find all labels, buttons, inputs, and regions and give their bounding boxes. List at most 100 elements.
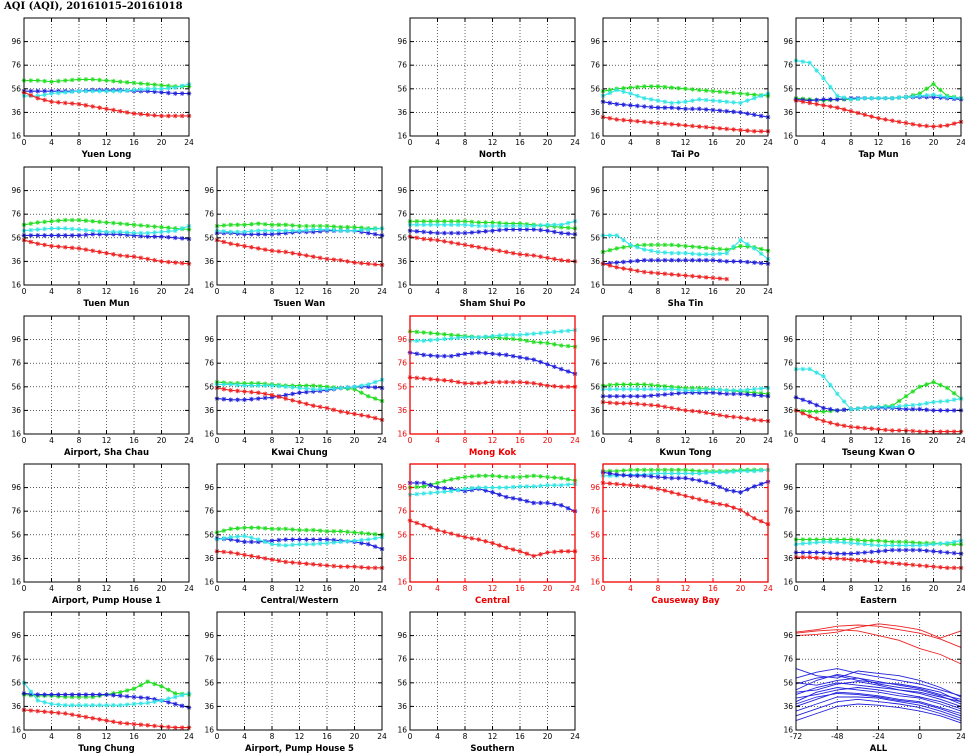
series-point-cyan (662, 99, 668, 105)
series-point-cyan (56, 702, 61, 707)
y-tick-label: 76 (783, 359, 793, 368)
series-point-cyan (931, 92, 936, 97)
series-point-green (338, 528, 344, 534)
series-point-cyan (841, 399, 847, 404)
x-tick-label: 4 (628, 138, 633, 147)
series-point-green (862, 538, 868, 543)
series-point-green (510, 221, 516, 226)
series-point-cyan (683, 99, 688, 105)
panel-title: Causeway Bay (651, 596, 720, 606)
series-point-green (662, 383, 668, 389)
series-point-red (228, 388, 234, 393)
series-point-blue (641, 104, 647, 109)
series-point-cyan (565, 220, 571, 226)
series-point-red (745, 511, 750, 517)
plot-frame (23, 166, 190, 286)
series-point-red (310, 254, 316, 259)
series-point-cyan (910, 94, 916, 99)
series-point-green (372, 531, 378, 537)
series-line-blue (795, 703, 962, 724)
series-point-blue (738, 490, 743, 495)
series-point-blue (758, 481, 764, 487)
series-point-red (117, 108, 123, 114)
x-tick-label: 24 (956, 138, 965, 147)
series-point-red (159, 259, 164, 264)
series-point-red (924, 123, 929, 129)
series-point-blue (896, 547, 902, 553)
y-tick-label: 96 (783, 37, 793, 46)
series-point-green (552, 475, 557, 480)
y-tick-label: 36 (397, 257, 407, 266)
x-tick-label: 4 (435, 287, 440, 296)
series-point-green (917, 540, 923, 546)
x-tick-label: 4 (49, 287, 54, 296)
series-point-blue (710, 390, 716, 395)
series-point-blue (372, 544, 378, 549)
series-point-green (290, 223, 295, 228)
series-point-blue (524, 356, 530, 361)
series-point-green (641, 242, 647, 248)
series-point-blue (710, 481, 716, 487)
series-point-green (669, 384, 675, 390)
series-point-red (538, 551, 543, 557)
series-point-red (242, 552, 247, 558)
series-point-red (249, 389, 254, 395)
series-point-red (503, 249, 509, 255)
series-point-blue (538, 359, 543, 365)
series-point-blue (269, 395, 275, 400)
series-point-blue (455, 352, 461, 358)
plot-frame (23, 463, 190, 583)
series-point-cyan (138, 87, 144, 92)
series-point-green (235, 222, 240, 228)
series-point-cyan (455, 487, 461, 493)
y-tick-label: 56 (204, 233, 214, 242)
x-tick-label: 20 (350, 584, 360, 593)
series-point-green (324, 223, 330, 229)
series-point-cyan (159, 698, 164, 703)
series-point-cyan (862, 95, 868, 101)
series-point-green (255, 525, 261, 531)
x-tick-label: 16 (129, 732, 139, 741)
series-point-red (138, 111, 144, 117)
series-point-cyan (607, 90, 613, 96)
series-point-blue (28, 88, 34, 94)
series-point-green (304, 527, 309, 533)
series-point-red (524, 252, 530, 258)
x-tick-label: 8 (463, 287, 468, 296)
series-point-red (221, 386, 227, 392)
series-point-red (944, 565, 950, 571)
x-tick-label: 16 (708, 584, 718, 593)
series-point-red (262, 556, 268, 561)
series-point-cyan (538, 483, 543, 489)
series-point-blue (607, 393, 613, 399)
y-tick-label: 36 (11, 257, 21, 266)
series-point-cyan (159, 86, 164, 92)
series-point-red (731, 505, 736, 510)
series-point-cyan (924, 92, 929, 98)
series-point-green (111, 220, 116, 226)
series-point-green (917, 384, 923, 390)
y-tick-label: 96 (11, 37, 21, 46)
series-point-red (690, 495, 695, 500)
y-tick-label: 76 (397, 210, 407, 219)
series-point-cyan (848, 406, 854, 412)
series-point-cyan (235, 382, 240, 388)
series-point-green (352, 224, 357, 230)
series-point-cyan (745, 241, 750, 247)
series-point-green (848, 537, 854, 542)
series-point-blue (538, 227, 543, 233)
series-point-blue (442, 230, 447, 236)
series-point-red (483, 380, 488, 385)
series-point-cyan (490, 485, 495, 490)
series-point-cyan (834, 93, 840, 99)
series-point-green (724, 90, 730, 95)
series-point-red (896, 428, 902, 433)
series-point-red (35, 95, 41, 101)
series-point-green (669, 242, 675, 248)
series-point-red (855, 110, 861, 116)
series-point-blue (938, 408, 943, 413)
